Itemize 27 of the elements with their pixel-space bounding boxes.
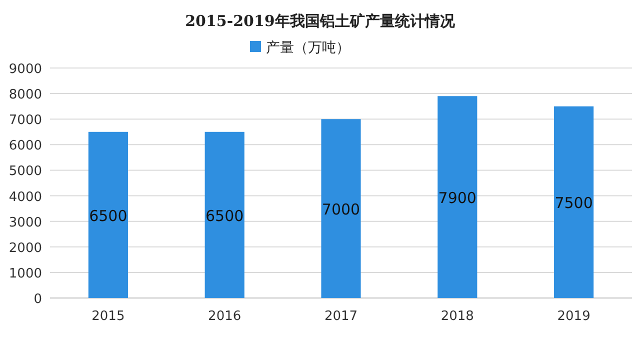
y-tick-label: 3000 (8, 215, 42, 230)
y-tick-label: 5000 (8, 164, 42, 180)
y-tick-label: 9000 (8, 62, 42, 77)
x-tick-label: 2017 (324, 309, 358, 324)
data-label: 7500 (554, 194, 593, 212)
bar (204, 132, 244, 298)
x-tick-label: 2015 (92, 309, 125, 324)
y-tick-label: 1000 (8, 266, 42, 282)
data-label: 7000 (322, 200, 360, 219)
y-tick-label: 6000 (8, 138, 42, 154)
data-label: 7900 (438, 189, 476, 208)
x-tick-label: 2018 (440, 309, 474, 324)
legend-label: 产量（万吨） (266, 40, 350, 56)
y-tick-label: 8000 (8, 88, 42, 103)
x-tick-label: 2016 (208, 309, 242, 324)
bar (438, 96, 478, 298)
y-tick-label: 0 (34, 292, 42, 307)
data-label: 6500 (206, 206, 244, 225)
bar (321, 119, 361, 298)
chart-title: 2015-2019年我国铝土矿产量统计情况 (185, 12, 456, 30)
y-tick-label: 7000 (8, 113, 42, 128)
bar (88, 132, 128, 298)
y-tick-label: 4000 (8, 190, 42, 205)
bar (554, 106, 594, 298)
data-label: 6500 (89, 206, 128, 225)
x-tick-label: 2019 (557, 309, 590, 324)
y-tick-label: 2000 (8, 240, 42, 256)
